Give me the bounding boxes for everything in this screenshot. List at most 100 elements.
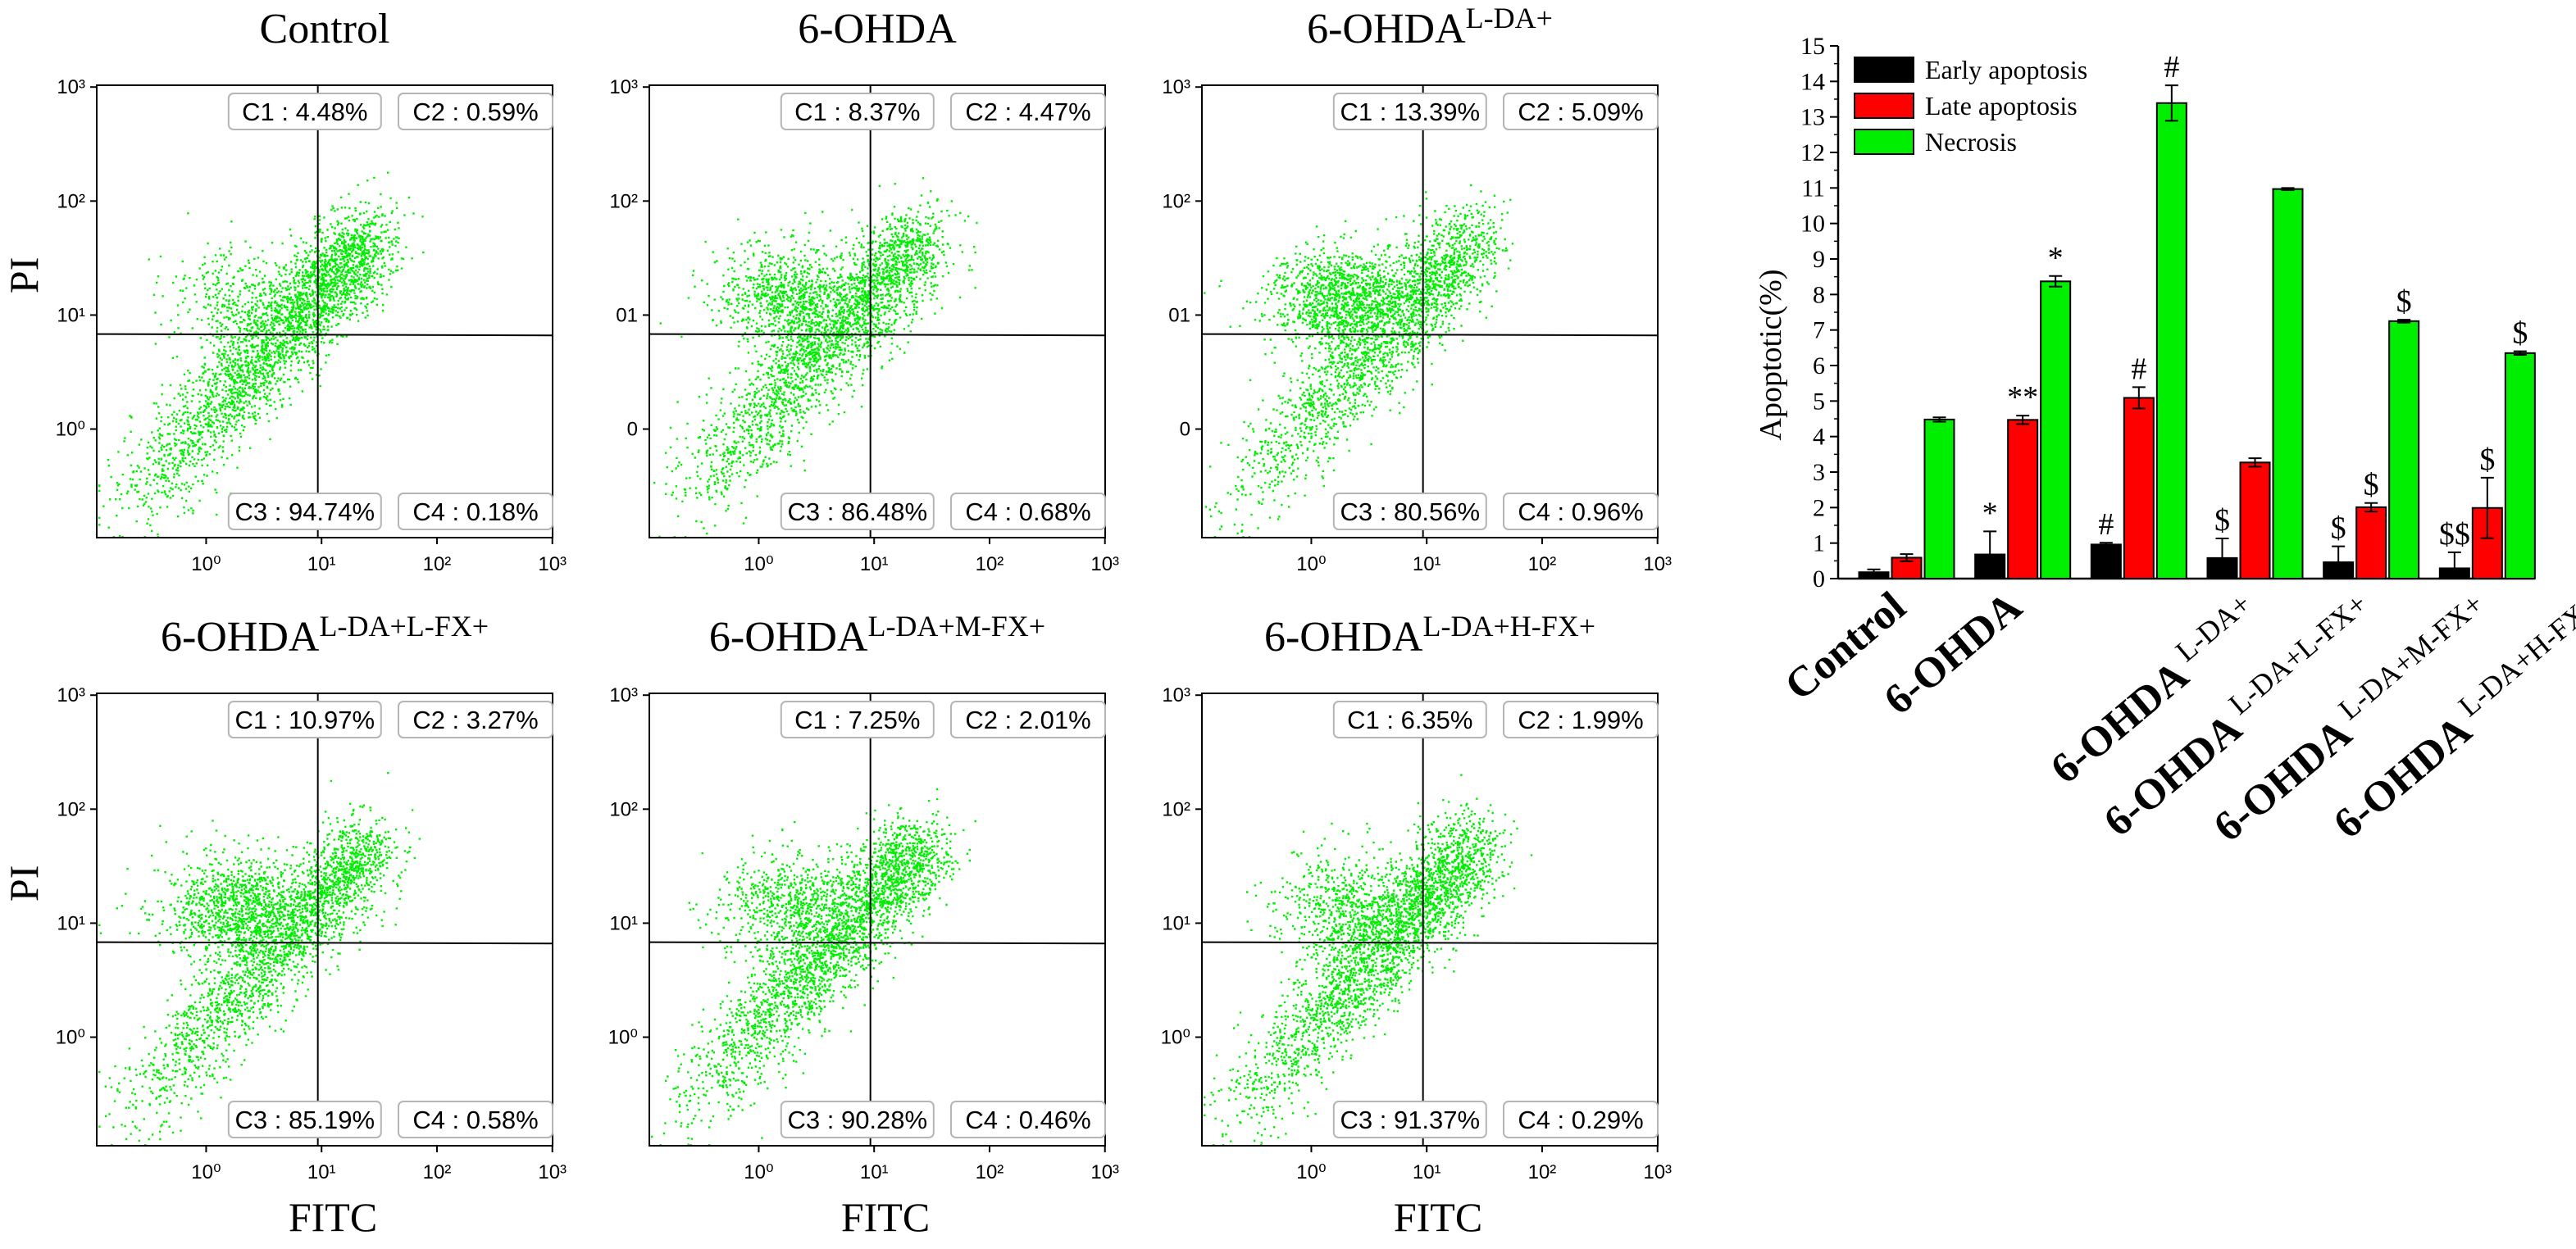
y-tick-label: 4 <box>1813 424 1825 451</box>
panel-title-main: 6-OHDA <box>1264 614 1423 661</box>
y-axis-title: Apoptotic(%) <box>1754 270 1788 441</box>
label-box <box>950 701 1106 738</box>
quadrant-c1-value: C1 : 8.37% <box>794 98 920 126</box>
label-box <box>398 701 553 738</box>
label-box <box>1503 93 1659 130</box>
error-bar <box>2397 319 2411 324</box>
x-tick-labels: 10⁰ 10¹ 10² 10³ <box>744 538 1119 575</box>
bar <box>2388 320 2420 579</box>
plot-frame <box>649 693 1106 1147</box>
quadrant-c1-label: C1 : 7.25% <box>780 701 935 738</box>
bar <box>2239 461 2271 579</box>
scatter-cloud <box>98 772 421 1147</box>
legend-swatch <box>1854 57 1914 83</box>
flow-panel-3: 6-OHDAL-DA+ C1 : 13.39% C2 : 5.09% C3 : 80.… <box>1162 2 1672 575</box>
error-bar <box>2164 84 2178 122</box>
scatter-points <box>1204 184 1514 538</box>
quadrant-c3-label: C3 : 85.19% <box>227 1101 382 1138</box>
y-tick-label: 5 <box>1813 388 1825 415</box>
y-tick-label: 10¹ <box>609 912 638 934</box>
bar <box>2155 102 2187 580</box>
quadrant-c1-value: C1 : 6.35% <box>1347 706 1472 734</box>
panel-title-sup: L-DA+L-FX+ <box>319 610 489 643</box>
quadrant-c1-value: C1 : 4.48% <box>242 98 367 126</box>
panel-title: 6-OHDAL-DA+L-FX+ <box>161 610 489 661</box>
y-tick-label: 10¹ <box>1162 912 1190 934</box>
significance-mark: $ <box>2364 468 2379 502</box>
x-tick-label: 10² <box>423 553 452 575</box>
y-tick-label: 10² <box>57 190 85 212</box>
x-tick-label: 10⁰ <box>744 553 773 575</box>
y-tick-label: 10⁰ <box>1161 1027 1190 1049</box>
label-box <box>1332 493 1487 530</box>
bar-group: $$$$6-OHDA L-DA+H-FX+ <box>2325 316 2576 848</box>
x-tick-label: 10⁰ <box>1296 553 1326 575</box>
x-tick-label: 10² <box>1528 553 1557 575</box>
panel-title: 6-OHDA <box>798 6 957 52</box>
error-bar <box>1900 553 1914 562</box>
y-tick-label: 10³ <box>1162 684 1190 706</box>
label-box <box>780 493 935 530</box>
scatter-cloud <box>98 171 425 538</box>
quadrant-c4-label: C4 : 0.18% <box>398 493 553 530</box>
significance-mark: $ <box>2331 511 2346 546</box>
y-tick-label: 10² <box>1162 190 1190 212</box>
bar-group: ###6-OHDA L-DA+ <box>2042 50 2257 793</box>
legend-label: Early apoptosis <box>1925 55 2087 84</box>
y-tick-label: 9 <box>1813 246 1825 273</box>
error-bar <box>2332 545 2346 579</box>
bar <box>2504 352 2536 579</box>
y-tick-label: 10⁰ <box>56 1027 85 1049</box>
panel-title-main: 6-OHDA <box>709 614 868 661</box>
x-tick-labels: 10⁰ 10¹ 10² 10³ <box>1296 1146 1672 1183</box>
x-tick-labels: 10⁰ 10¹ 10² 10³ <box>1296 538 1672 575</box>
label-box <box>780 1101 935 1138</box>
y-tick-labels: 10⁰ 10¹ 10² 10³ <box>56 76 97 441</box>
plot-frame <box>96 84 553 538</box>
error-bar <box>2132 386 2146 410</box>
legend: Early apoptosis Late apoptosis Necrosis <box>1854 55 2087 157</box>
label-box <box>398 93 553 130</box>
label-box <box>1503 1101 1659 1138</box>
error-bar <box>2248 457 2262 468</box>
quadrant-c2-value: C2 : 1.99% <box>1518 706 1643 734</box>
error-bar <box>2480 476 2494 539</box>
bar-chart: 0123456789101112131415Apoptotic(%)Contro… <box>1754 33 2576 851</box>
quadrant-c3-label: C3 : 90.28% <box>780 1101 935 1138</box>
panel-title-main: 6-OHDA <box>1307 6 1466 52</box>
y-axis-title: PI <box>1 865 47 902</box>
x-tick-label: 10¹ <box>1413 1161 1441 1183</box>
y-tick-label: 10⁰ <box>608 1027 638 1049</box>
quadrant-c1-value: C1 : 10.97% <box>234 706 375 734</box>
x-axis-title: FITC <box>289 1194 377 1240</box>
significance-mark: * <box>1982 496 1998 530</box>
error-bar <box>1932 416 1946 423</box>
scatter-points <box>98 171 425 538</box>
quadrant-c3-value: C3 : 85.19% <box>234 1106 375 1134</box>
x-tick-label: 10³ <box>1643 553 1672 575</box>
error-bar <box>1867 568 1881 576</box>
scatter-points <box>651 788 976 1147</box>
bar <box>2007 419 2039 579</box>
quadrant-c3-label: C3 : 86.48% <box>780 493 935 530</box>
panel-title-main: Control <box>260 6 390 52</box>
significance-mark: $ <box>2512 316 2528 351</box>
flow-panel-4: 6-OHDAL-DA+L-FX+ C1 : 10.97% C2 : 3.27% C3 … <box>1 610 567 1240</box>
quadrant-c2-label: C2 : 3.27% <box>398 701 553 738</box>
x-tick-label: 10⁰ <box>1296 1161 1326 1183</box>
panel-title-sup: L-DA+H-FX+ <box>1422 610 1595 643</box>
y-tick-label: 7 <box>1813 317 1825 344</box>
flow-panel-5: 6-OHDAL-DA+M-FX+ C1 : 7.25% C2 : 2.01% C3 :… <box>608 610 1119 1240</box>
x-tick-label: 10¹ <box>1413 553 1441 575</box>
scatter-points <box>1204 774 1533 1147</box>
panel-title: 6-OHDAL-DA+M-FX+ <box>709 610 1045 661</box>
quadrant-c2-value: C2 : 2.01% <box>965 706 1090 734</box>
bar <box>2355 506 2387 580</box>
label-box <box>227 701 382 738</box>
panel-title: 6-OHDAL-DA+ <box>1307 2 1553 52</box>
scatter-cloud <box>653 177 978 538</box>
plot-frame <box>1201 693 1659 1147</box>
quadrant-c4-value: C4 : 0.29% <box>1518 1106 1643 1134</box>
